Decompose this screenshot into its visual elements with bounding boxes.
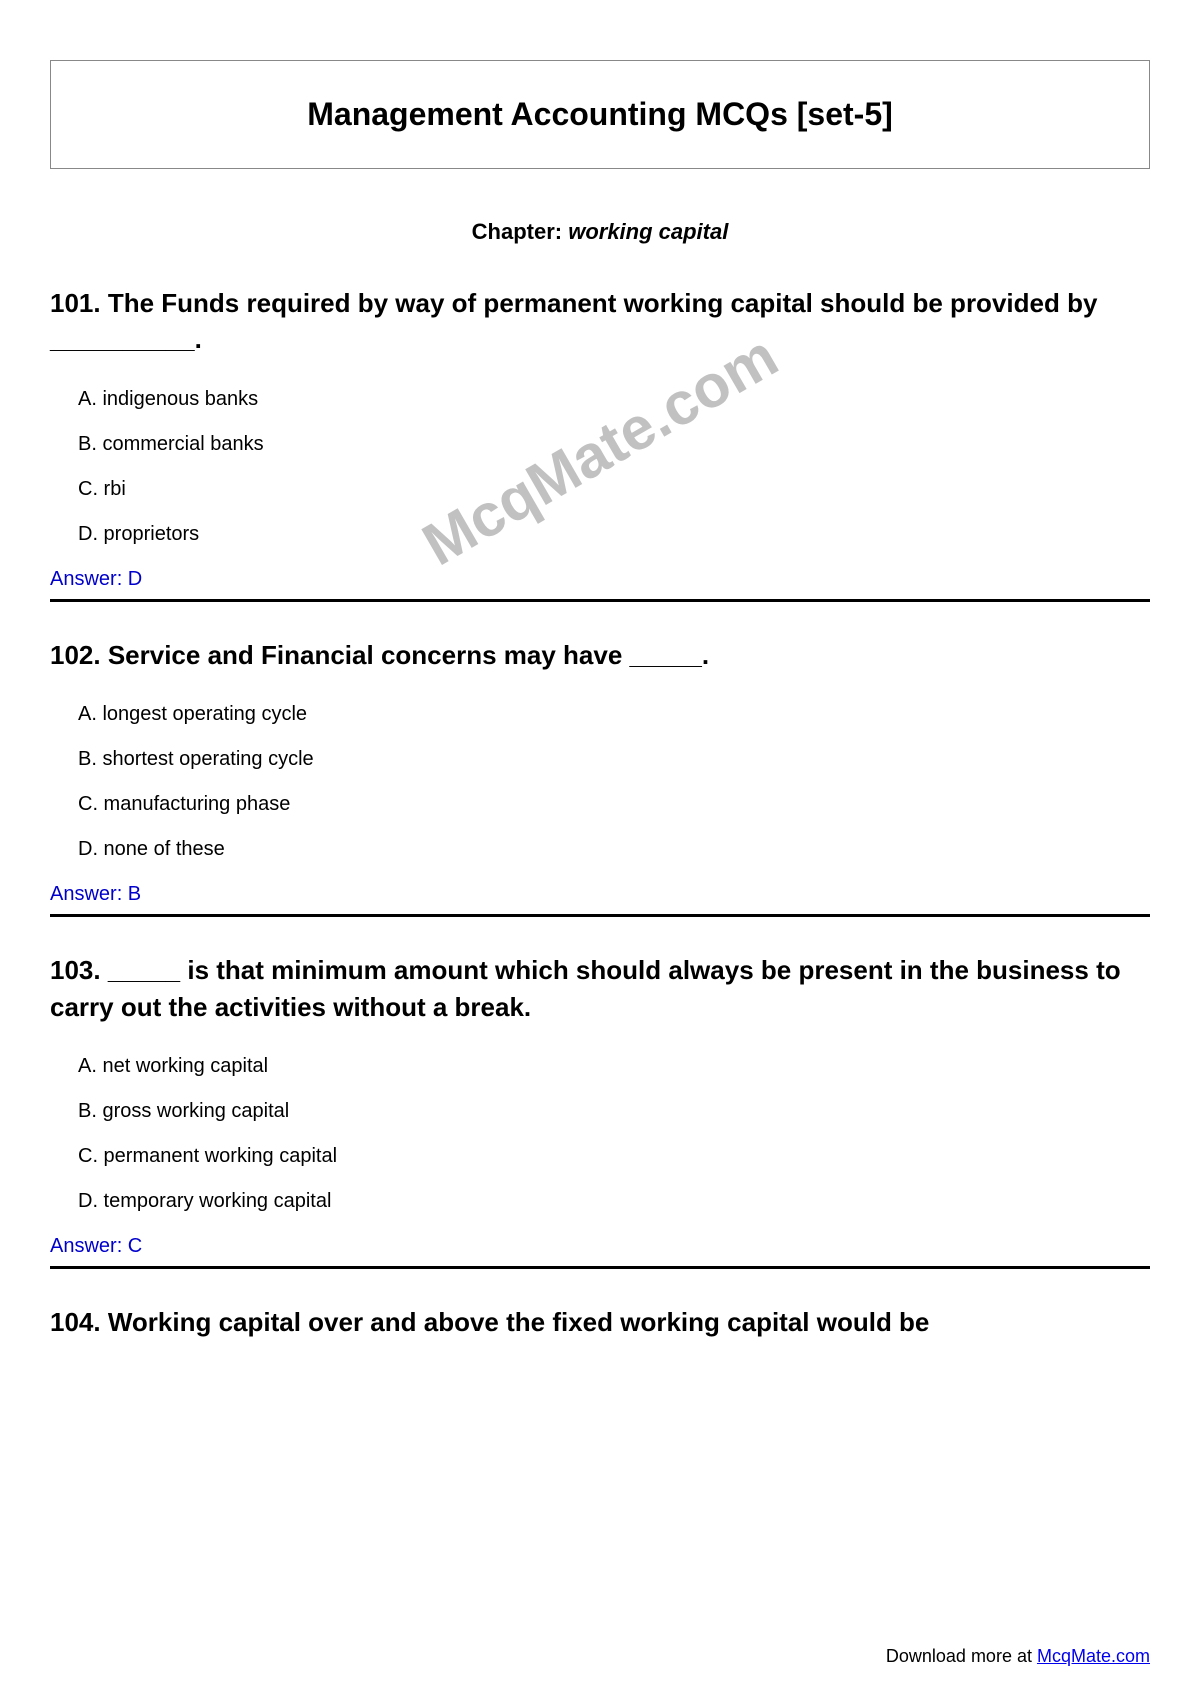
option: C. manufacturing phase [78,793,1150,816]
footer: Download more at McqMate.com [886,1646,1150,1667]
chapter-name: working capital [568,219,728,244]
question-block: 102. Service and Financial concerns may … [50,637,1150,917]
chapter-label: Chapter: [472,219,569,244]
option: B. gross working capital [78,1100,1150,1123]
divider [50,1266,1150,1269]
option: A. longest operating cycle [78,703,1150,726]
question-block: 104. Working capital over and above the … [50,1304,1150,1340]
question-text: 101. The Funds required by way of perman… [50,285,1150,358]
page-container: Management Accounting MCQs [set-5] Chapt… [0,0,1200,1340]
option: D. none of these [78,838,1150,861]
options-list: A. indigenous banks B. commercial banks … [50,388,1150,546]
page-title: Management Accounting MCQs [set-5] [71,96,1129,133]
chapter-line: Chapter: working capital [50,219,1150,245]
title-box: Management Accounting MCQs [set-5] [50,60,1150,169]
footer-text: Download more at [886,1646,1037,1666]
footer-link[interactable]: McqMate.com [1037,1646,1150,1666]
divider [50,599,1150,602]
options-list: A. longest operating cycle B. shortest o… [50,703,1150,861]
question-text: 103. _____ is that minimum amount which … [50,952,1150,1025]
option: C. rbi [78,478,1150,501]
answer-text: Answer: B [50,883,1150,906]
answer-text: Answer: D [50,568,1150,591]
option: B. shortest operating cycle [78,748,1150,771]
option: A. indigenous banks [78,388,1150,411]
answer-text: Answer: C [50,1235,1150,1258]
option: D. proprietors [78,523,1150,546]
divider [50,914,1150,917]
question-block: 103. _____ is that minimum amount which … [50,952,1150,1269]
option: B. commercial banks [78,433,1150,456]
question-text: 102. Service and Financial concerns may … [50,637,1150,673]
question-block: 101. The Funds required by way of perman… [50,285,1150,602]
option: D. temporary working capital [78,1190,1150,1213]
question-text: 104. Working capital over and above the … [50,1304,1150,1340]
option: C. permanent working capital [78,1145,1150,1168]
option: A. net working capital [78,1055,1150,1078]
options-list: A. net working capital B. gross working … [50,1055,1150,1213]
